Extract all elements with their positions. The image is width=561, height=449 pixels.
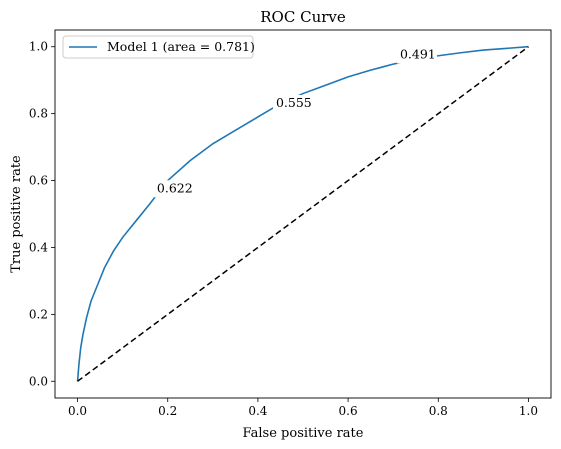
threshold-label-background	[153, 180, 194, 198]
chart-title: ROC Curve	[260, 8, 346, 26]
chance-diagonal-line	[77, 46, 529, 382]
threshold-label-background	[396, 46, 437, 64]
y-tick-label: 0.4	[29, 240, 48, 254]
threshold-label: 0.555	[276, 95, 312, 110]
x-tick-label: 0.8	[429, 404, 448, 418]
threshold-label: 0.491	[400, 46, 436, 61]
y-tick-label: 1.0	[29, 40, 48, 54]
x-tick-label: 0.2	[158, 404, 177, 418]
axes-frame	[54, 29, 552, 399]
x-tick-label: 1.0	[519, 404, 538, 418]
legend-box	[62, 35, 254, 59]
x-tick-label: 0.4	[248, 404, 267, 418]
x-tick-label: 0.0	[68, 404, 87, 418]
threshold-label-background	[272, 94, 313, 112]
x-tick-label: 0.6	[339, 404, 358, 418]
y-axis-label: True positive rate	[9, 155, 24, 273]
threshold-label: 0.622	[157, 180, 193, 195]
plot-area: 0.0 0.2 0.4 0.6 0.8 1.0 0.0 0.2 0.4 0.6 0.8 1.0 0.62…	[29, 29, 552, 418]
legend-label: Model 1 (area = 0.781)	[107, 39, 255, 54]
y-tick-label: 0.8	[29, 107, 48, 121]
y-tick-label: 0.6	[29, 174, 48, 188]
y-tick-label: 0.2	[29, 307, 48, 321]
x-axis-label: False positive rate	[243, 426, 364, 441]
y-tick-label: 0.0	[29, 374, 48, 388]
